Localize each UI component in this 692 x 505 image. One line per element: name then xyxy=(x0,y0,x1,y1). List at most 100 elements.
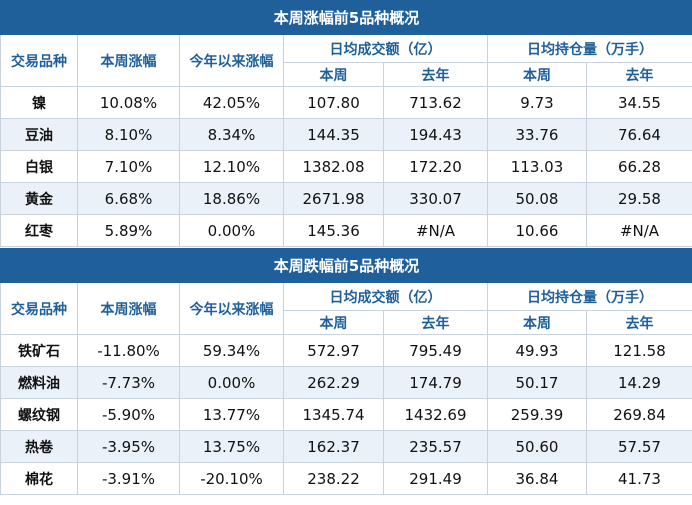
turnover-last-year-value: 194.43 xyxy=(383,118,488,151)
turnover-last-year-value: 235.57 xyxy=(383,430,488,463)
header-ytd-change: 今年以来涨幅 xyxy=(179,282,284,335)
subheader-row: 本周 去年 本周 去年 xyxy=(1,310,692,335)
oi-this-week-value: 50.08 xyxy=(487,182,587,215)
header-row: 交易品种 本周涨幅 今年以来涨幅 日均成交额（亿） 日均持仓量（万手） xyxy=(0,34,692,87)
table-row: 豆油 8.10% 8.34% 144.35 194.43 33.76 76.64 xyxy=(0,118,692,151)
ytd-change-value: 8.34% xyxy=(179,118,284,151)
header-turnover-group: 日均成交额（亿） xyxy=(283,34,488,63)
header-oi-this-week: 本周 xyxy=(487,310,587,335)
table-title: 本周跌幅前5品种概况 xyxy=(0,248,692,283)
turnover-this-week-value: 1345.74 xyxy=(283,398,384,431)
header-turnover-this-week: 本周 xyxy=(283,62,384,87)
variety-name: 红枣 xyxy=(0,214,78,247)
header-week-change: 本周涨幅 xyxy=(77,282,180,335)
oi-last-year-value: 29.58 xyxy=(586,182,692,215)
oi-this-week-value: 259.39 xyxy=(487,398,587,431)
table-row: 棉花 -3.91% -20.10% 238.22 291.49 36.84 41.73 xyxy=(0,462,692,495)
variety-name: 黄金 xyxy=(0,182,78,215)
table-row: 燃料油 -7.73% 0.00% 262.29 174.79 50.17 14.29 xyxy=(0,366,692,399)
table-row: 热卷 -3.95% 13.75% 162.37 235.57 50.60 57.57 xyxy=(0,430,692,463)
week-change-value: -11.80% xyxy=(77,334,180,367)
header-turnover-last-year: 去年 xyxy=(383,310,488,335)
header-ytd-change: 今年以来涨幅 xyxy=(179,34,284,87)
table-row: 黄金 6.68% 18.86% 2671.98 330.07 50.08 29.58 xyxy=(0,182,692,215)
turnover-this-week-value: 162.37 xyxy=(283,430,384,463)
table-title: 本周涨幅前5品种概况 xyxy=(0,0,692,35)
variety-name: 豆油 xyxy=(0,118,78,151)
variety-name: 棉花 xyxy=(0,462,78,495)
ytd-change-value: 13.75% xyxy=(179,430,284,463)
header-oi-group: 日均持仓量（万手） xyxy=(487,34,692,63)
table-row: 镍 10.08% 42.05% 107.80 713.62 9.73 34.55 xyxy=(0,86,692,119)
ytd-change-value: 13.77% xyxy=(179,398,284,431)
header-oi-this-week: 本周 xyxy=(487,62,587,87)
week-change-value: 7.10% xyxy=(77,150,180,183)
variety-name: 镍 xyxy=(0,86,78,119)
ytd-change-value: -20.10% xyxy=(179,462,284,495)
week-change-value: -5.90% xyxy=(77,398,180,431)
table-title-row: 本周跌幅前5品种概况 xyxy=(0,248,692,283)
oi-last-year-value: #N/A xyxy=(586,214,692,247)
oi-this-week-value: 50.17 xyxy=(487,366,587,399)
turnover-last-year-value: 174.79 xyxy=(383,366,488,399)
ytd-change-value: 12.10% xyxy=(179,150,284,183)
table-row: 白银 7.10% 12.10% 1382.08 172.20 113.03 66.28 xyxy=(0,150,692,183)
table-gap xyxy=(0,246,692,249)
oi-last-year-value: 57.57 xyxy=(586,430,692,463)
turnover-last-year-value: 172.20 xyxy=(383,150,488,183)
turnover-this-week-value: 145.36 xyxy=(283,214,384,247)
header-row: 交易品种 本周涨幅 今年以来涨幅 日均成交额（亿） 日均持仓量（万手） xyxy=(0,282,692,335)
oi-this-week-value: 36.84 xyxy=(487,462,587,495)
turnover-last-year-value: #N/A xyxy=(383,214,488,247)
variety-name: 白银 xyxy=(0,150,78,183)
turnover-this-week-value: 262.29 xyxy=(283,366,384,399)
variety-name: 螺纹钢 xyxy=(0,398,78,431)
ytd-change-value: 18.86% xyxy=(179,182,284,215)
table-row: 铁矿石 -11.80% 59.34% 572.97 795.49 49.93 121.58 xyxy=(0,334,692,367)
oi-this-week-value: 33.76 xyxy=(487,118,587,151)
week-change-value: 5.89% xyxy=(77,214,180,247)
oi-this-week-value: 49.93 xyxy=(487,334,587,367)
week-change-value: -7.73% xyxy=(77,366,180,399)
turnover-last-year-value: 713.62 xyxy=(383,86,488,119)
header-oi-last-year: 去年 xyxy=(586,62,692,87)
header-turnover-group: 日均成交额（亿） xyxy=(283,282,488,311)
oi-last-year-value: 14.29 xyxy=(586,366,692,399)
oi-last-year-value: 269.84 xyxy=(586,398,692,431)
oi-last-year-value: 41.73 xyxy=(586,462,692,495)
turnover-last-year-value: 795.49 xyxy=(383,334,488,367)
oi-this-week-value: 10.66 xyxy=(487,214,587,247)
gap-cell xyxy=(0,246,692,249)
header-turnover-last-year: 去年 xyxy=(383,62,488,87)
turnover-last-year-value: 291.49 xyxy=(383,462,488,495)
header-oi-last-year: 去年 xyxy=(586,310,692,335)
oi-this-week-value: 113.03 xyxy=(487,150,587,183)
oi-this-week-value: 9.73 xyxy=(487,86,587,119)
turnover-this-week-value: 1382.08 xyxy=(283,150,384,183)
header-variety: 交易品种 xyxy=(0,282,78,335)
turnover-this-week-value: 572.97 xyxy=(283,334,384,367)
oi-last-year-value: 34.55 xyxy=(586,86,692,119)
table-title-row: 本周涨幅前5品种概况 xyxy=(0,0,692,35)
oi-last-year-value: 121.58 xyxy=(586,334,692,367)
week-change-value: 8.10% xyxy=(77,118,180,151)
ytd-change-value: 59.34% xyxy=(179,334,284,367)
week-change-value: -3.95% xyxy=(77,430,180,463)
turnover-this-week-value: 107.80 xyxy=(283,86,384,119)
ytd-change-value: 42.05% xyxy=(179,86,284,119)
header-week-change: 本周涨幅 xyxy=(77,34,180,87)
subheader-row: 本周 去年 本周 去年 xyxy=(1,62,692,87)
oi-last-year-value: 66.28 xyxy=(586,150,692,183)
turnover-this-week-value: 144.35 xyxy=(283,118,384,151)
table-row: 螺纹钢 -5.90% 13.77% 1345.74 1432.69 259.39 269.8… xyxy=(0,398,692,431)
variety-name: 燃料油 xyxy=(0,366,78,399)
header-oi-group: 日均持仓量（万手） xyxy=(487,282,692,311)
turnover-this-week-value: 2671.98 xyxy=(283,182,384,215)
turnover-last-year-value: 330.07 xyxy=(383,182,488,215)
header-variety: 交易品种 xyxy=(0,34,78,87)
ytd-change-value: 0.00% xyxy=(179,214,284,247)
turnover-last-year-value: 1432.69 xyxy=(383,398,488,431)
header-turnover-this-week: 本周 xyxy=(283,310,384,335)
